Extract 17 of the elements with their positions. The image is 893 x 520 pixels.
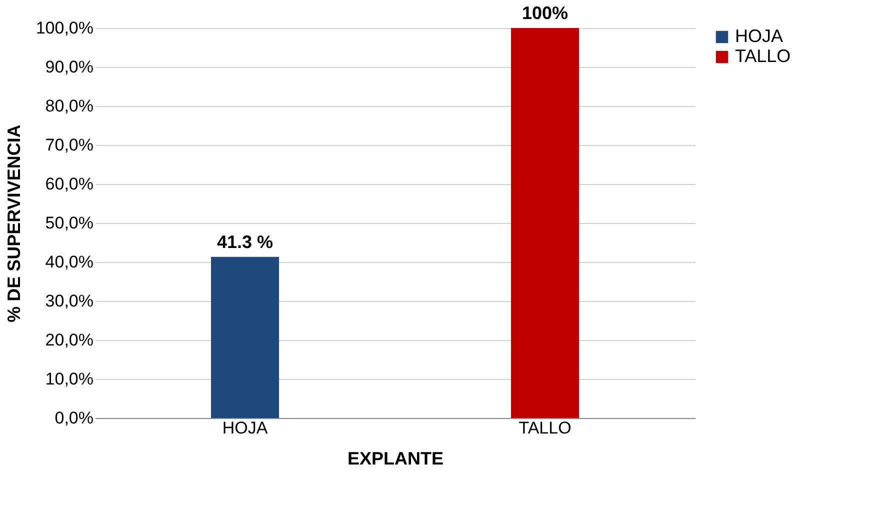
- y-tick-label: 40,0%: [45, 252, 94, 272]
- y-tick-label: 50,0%: [45, 214, 94, 232]
- y-tick-label: 90,0%: [45, 58, 94, 76]
- y-tick-label: 60,0%: [45, 174, 94, 194]
- legend-label: HOJA: [735, 26, 784, 46]
- y-tick-label: 100,0%: [36, 18, 94, 38]
- y-axis-title: % DE SUPERVIVENCIA: [4, 124, 24, 322]
- data-label: 41.3 %: [216, 232, 274, 252]
- y-tick-label: 10,0%: [45, 370, 94, 388]
- y-tick-label: 80,0%: [45, 96, 94, 116]
- x-axis-title: EXPLANTE: [347, 448, 444, 468]
- y-tick-label: 0,0%: [54, 408, 94, 428]
- data-label: 100%: [522, 3, 568, 23]
- y-tick-label: 30,0%: [45, 292, 94, 310]
- y-tick-label: 70,0%: [45, 136, 94, 154]
- y-tick-label: 20,0%: [45, 330, 94, 350]
- legend-label: TALLO: [735, 46, 791, 66]
